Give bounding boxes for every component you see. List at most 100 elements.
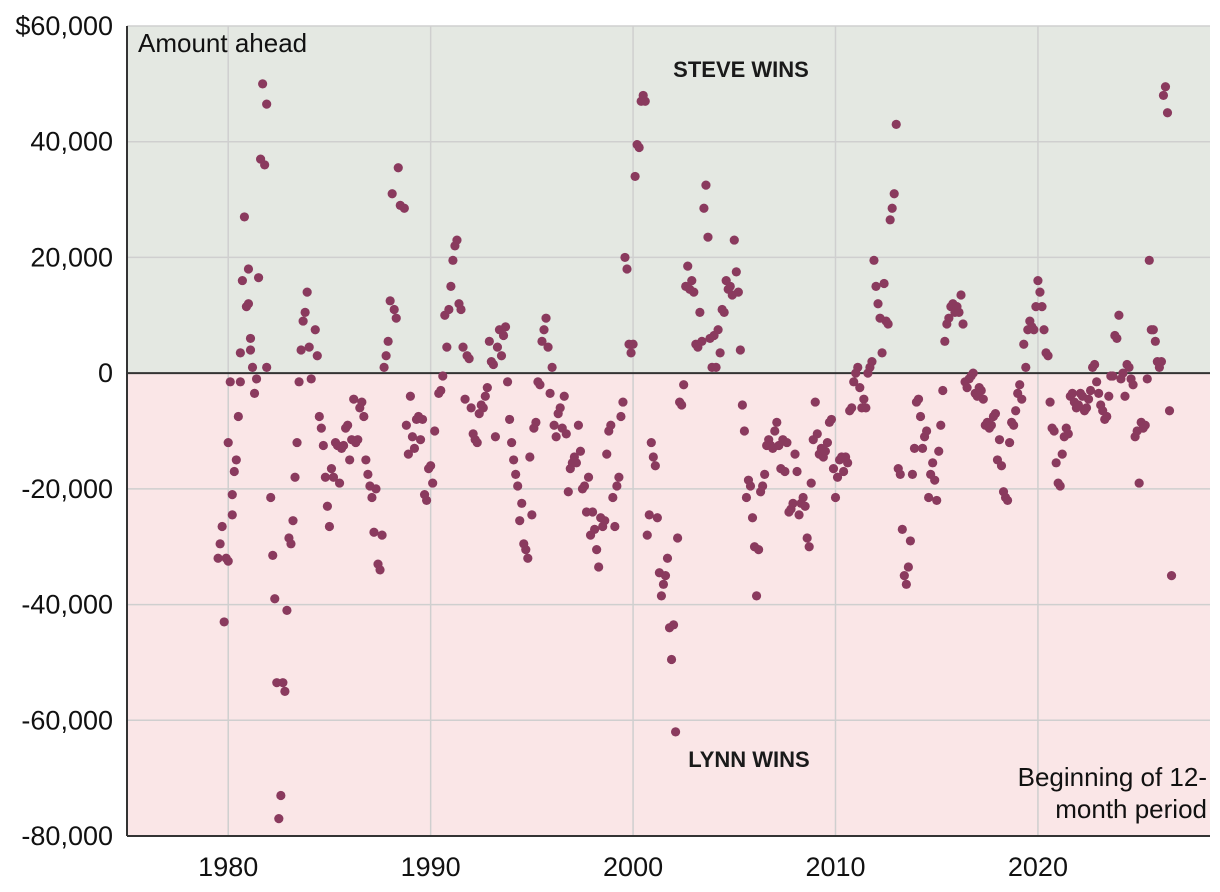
data-point xyxy=(703,232,713,242)
data-point xyxy=(448,255,458,265)
data-point xyxy=(260,160,270,170)
data-point xyxy=(345,455,355,465)
data-point xyxy=(438,371,448,381)
data-point xyxy=(828,464,839,474)
data-point xyxy=(300,307,310,317)
data-point xyxy=(359,411,369,422)
data-point xyxy=(541,313,551,323)
steve-wins-label: STEVE WINS xyxy=(673,57,809,82)
data-point xyxy=(662,553,673,563)
data-point xyxy=(770,426,780,436)
data-point xyxy=(673,533,683,543)
data-point xyxy=(855,383,865,393)
data-point xyxy=(513,481,523,491)
data-point xyxy=(958,319,968,329)
data-point xyxy=(537,336,547,346)
data-point xyxy=(460,394,470,404)
data-point xyxy=(436,385,446,396)
y-axis-label: Amount ahead xyxy=(138,28,307,58)
data-point xyxy=(227,490,237,500)
data-point xyxy=(751,591,762,601)
data-point xyxy=(268,550,278,560)
x-tick-label: 2000 xyxy=(603,852,663,882)
data-point xyxy=(231,455,241,465)
data-point xyxy=(592,545,602,555)
data-point xyxy=(310,325,320,335)
data-point xyxy=(579,481,590,491)
data-point xyxy=(312,351,322,361)
data-point xyxy=(1057,449,1067,459)
data-point xyxy=(464,354,474,364)
data-point xyxy=(379,362,389,372)
data-point xyxy=(895,469,905,479)
data-point xyxy=(1083,394,1094,404)
data-point xyxy=(897,524,907,534)
data-point xyxy=(800,501,810,511)
data-point xyxy=(1067,388,1077,398)
data-point xyxy=(1002,495,1013,506)
data-point xyxy=(1108,371,1118,381)
data-point xyxy=(701,180,711,190)
data-point xyxy=(1051,458,1061,468)
data-point xyxy=(235,348,245,358)
data-point xyxy=(1009,420,1019,430)
data-point xyxy=(1118,368,1128,378)
axes xyxy=(126,26,1210,837)
data-point xyxy=(928,458,938,468)
data-point xyxy=(658,579,669,589)
data-point xyxy=(500,322,511,332)
data-point xyxy=(458,342,468,352)
data-point xyxy=(792,466,802,477)
data-point xyxy=(1134,478,1144,488)
data-point xyxy=(994,435,1005,445)
data-point xyxy=(883,319,893,329)
data-point xyxy=(689,287,699,297)
data-point xyxy=(747,513,758,523)
data-point xyxy=(320,472,330,482)
data-point xyxy=(543,342,553,352)
x-axis-label-line2: month period xyxy=(1055,794,1207,824)
data-point xyxy=(270,594,280,604)
y-tick-label: 0 xyxy=(98,358,113,388)
data-point xyxy=(822,437,833,448)
data-point xyxy=(832,472,843,482)
data-point xyxy=(806,478,816,488)
data-point xyxy=(1011,406,1021,416)
data-point xyxy=(1015,380,1025,390)
data-point xyxy=(976,385,986,396)
data-point xyxy=(996,461,1007,471)
y-tick-label: $60,000 xyxy=(15,11,113,41)
data-point xyxy=(1150,336,1160,346)
data-point xyxy=(853,362,863,372)
data-point xyxy=(1004,437,1015,448)
data-point xyxy=(1144,255,1154,265)
y-tick-labels: $60,000 40,000 20,000 0 -20,000 -40,000 -60,00… xyxy=(15,11,113,851)
data-point xyxy=(306,374,316,384)
data-point xyxy=(446,281,456,291)
data-point xyxy=(990,409,1001,419)
data-point xyxy=(614,472,624,482)
data-point xyxy=(403,449,413,459)
data-point xyxy=(258,79,268,89)
data-point xyxy=(571,458,581,468)
data-point xyxy=(798,492,808,503)
data-point xyxy=(563,487,573,497)
y-tick-label: 40,000 xyxy=(30,127,113,157)
data-point xyxy=(901,579,911,589)
data-point xyxy=(587,507,598,517)
data-point xyxy=(1063,429,1073,439)
data-point xyxy=(251,374,262,384)
data-point xyxy=(877,348,887,358)
x-tick-label: 1980 xyxy=(198,852,258,882)
data-point xyxy=(788,498,798,508)
data-point xyxy=(225,377,235,387)
data-points xyxy=(213,79,1177,824)
data-point xyxy=(646,437,656,448)
data-point xyxy=(511,469,521,479)
data-point xyxy=(735,345,745,355)
data-point xyxy=(262,99,272,109)
data-point xyxy=(921,426,932,436)
data-point xyxy=(1085,385,1096,396)
data-point xyxy=(1055,481,1065,491)
data-point xyxy=(1094,388,1104,398)
